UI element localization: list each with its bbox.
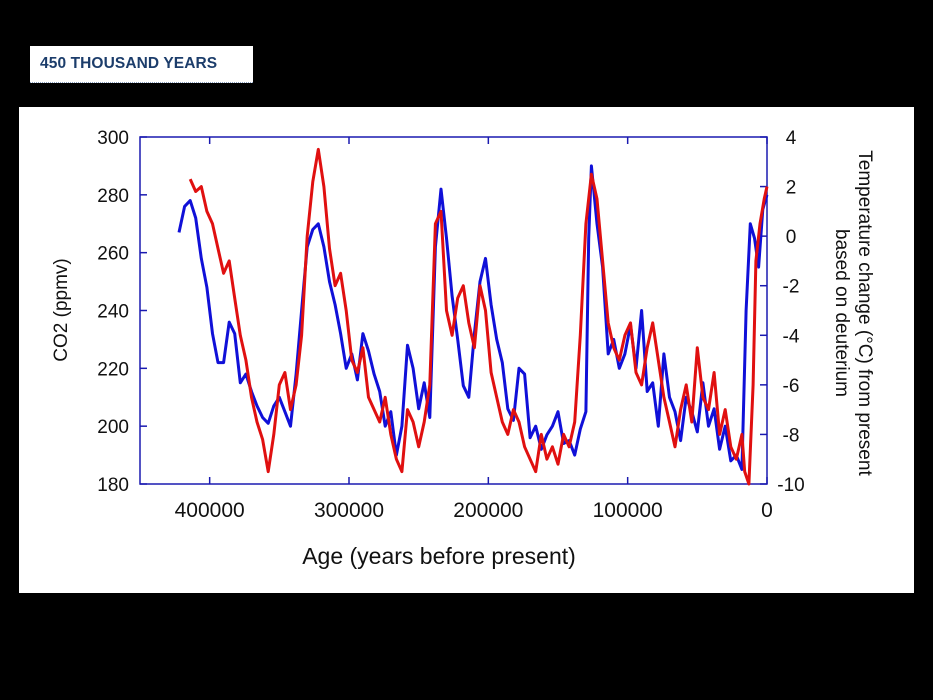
y-left-tick-label: 200 <box>97 417 129 438</box>
x-axis-label: Age (years before present) <box>302 543 576 569</box>
y-right-tick-label: -10 <box>777 475 804 496</box>
chart-panel: 400000 300000 200000 100000 0 180 200 220 240 26… <box>19 107 914 593</box>
co2-temperature-chart: 400000 300000 200000 100000 0 18020022024026… <box>51 128 875 569</box>
slide-title: 450 THOUSAND YEARS <box>40 55 218 72</box>
y-left-tick-label: 240 <box>97 302 129 323</box>
y-left-tick-label: 260 <box>97 244 129 265</box>
y-left-axis-label: CO2 (ppmv) <box>51 258 72 361</box>
y-right-tick-label: -4 <box>783 326 800 347</box>
y-right-tick-label: -6 <box>783 376 800 397</box>
x-tick-label: 200000 <box>453 499 523 522</box>
y-left-tick-label: 220 <box>97 359 129 380</box>
y-right-axis-label-line2: based on deuterium <box>831 229 852 397</box>
y-left-tick-label: 180 <box>97 475 129 496</box>
x-tick-label: 400000 <box>175 499 245 522</box>
slide-title-badge: 450 THOUSAND YEARS <box>30 46 253 83</box>
y-left-tick-label: 300 <box>97 128 129 149</box>
y-right-axis-label-line1: Temperature change (°C) from present <box>854 150 875 476</box>
series-temperature-line <box>188 147 769 486</box>
y-right-tick-label: -8 <box>783 425 800 446</box>
x-tick-label: 100000 <box>593 499 663 522</box>
x-tick-label: 0 <box>761 499 773 522</box>
x-tick-label: 300000 <box>314 499 384 522</box>
y-right-tick-label: 4 <box>786 128 797 149</box>
y-left-tick-label: 280 <box>97 186 129 207</box>
y-right-tick-label: 2 <box>786 178 797 199</box>
y-right-tick-label: 0 <box>786 227 797 248</box>
y-right-tick-label: -2 <box>783 277 800 298</box>
